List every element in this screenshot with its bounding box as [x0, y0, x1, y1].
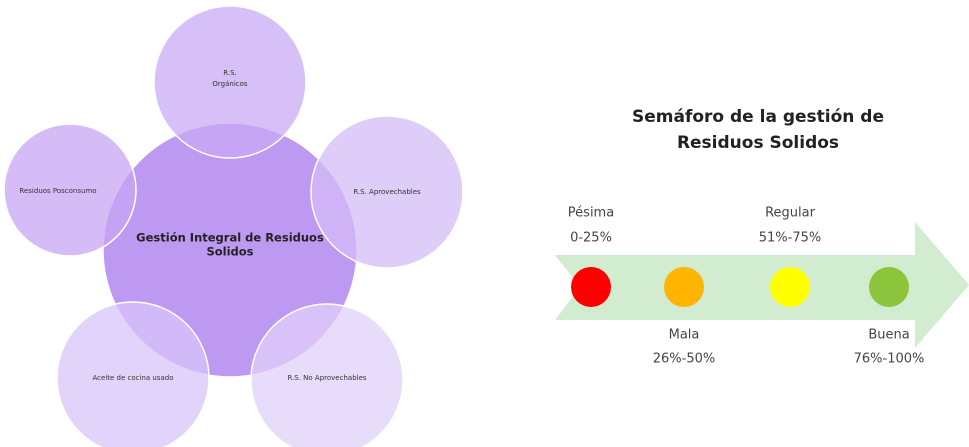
level-light — [664, 267, 704, 307]
node-label: R.S. Aprovechables — [353, 188, 421, 196]
level-light — [770, 267, 810, 307]
node-label: R.S. — [223, 69, 237, 77]
center-label: Solidos — [206, 245, 253, 259]
level-label: Mala — [669, 328, 700, 343]
semaforo: Semáforo de la gestión de Residuos Solid… — [555, 107, 969, 367]
level-range: 26%-50% — [653, 352, 715, 367]
node-circle — [3, 123, 137, 257]
arrow — [555, 222, 969, 348]
semaforo-title: Residuos Solidos — [677, 133, 839, 153]
level-label: Buena — [868, 328, 909, 343]
node-label: R.S. No Aprovechables — [287, 374, 366, 382]
node-label: Aceite de cocina usado — [93, 374, 174, 382]
center-label: Gestión Integral de Residuos — [136, 231, 324, 245]
semaforo-title: Semáforo de la gestión de — [632, 107, 884, 127]
level-range: 76%-100% — [854, 352, 925, 367]
level-light — [869, 267, 909, 307]
level-light — [571, 267, 611, 307]
node-label: Orgánicos — [212, 80, 248, 88]
node-circle — [153, 5, 307, 159]
level-range: 0-25% — [570, 231, 612, 246]
node-label: Residuos Posconsumo — [19, 187, 96, 195]
node-circle — [310, 115, 464, 269]
level-label: Regular — [765, 206, 816, 221]
level-label: Pésima — [568, 206, 614, 221]
diagram: Gestión Integral de Residuos Solidos R.S… — [3, 5, 464, 447]
node-circle — [56, 301, 210, 447]
level-range: 51%-75% — [759, 231, 821, 246]
node-circle — [250, 303, 404, 447]
